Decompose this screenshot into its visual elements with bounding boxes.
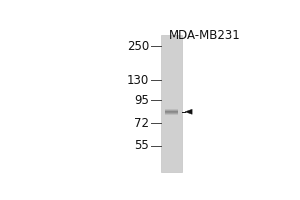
Text: 95: 95 xyxy=(134,94,149,107)
Polygon shape xyxy=(185,109,192,114)
Bar xyxy=(165,109,178,115)
Bar xyxy=(165,111,178,113)
Bar xyxy=(165,111,178,112)
Text: MDA-MB231: MDA-MB231 xyxy=(169,29,241,42)
Text: 130: 130 xyxy=(127,74,149,87)
Text: 55: 55 xyxy=(134,139,149,152)
Text: 250: 250 xyxy=(127,40,149,53)
Text: 72: 72 xyxy=(134,117,149,130)
Bar xyxy=(165,110,178,114)
Bar xyxy=(161,35,182,172)
